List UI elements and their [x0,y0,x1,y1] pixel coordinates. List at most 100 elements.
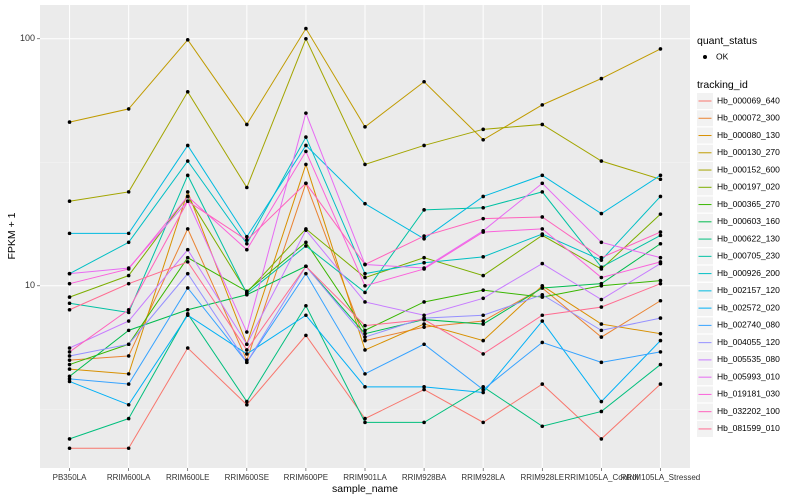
x-tick-label: PB350LA [53,473,87,482]
data-point [540,232,545,236]
data-point [363,372,367,376]
data-point [658,177,663,182]
data-point [363,323,367,328]
data-point [481,137,485,142]
data-point [126,310,131,315]
data-point [363,284,367,288]
data-point [185,227,190,231]
data-point [126,328,131,333]
data-point [67,367,72,371]
data-point [185,247,190,252]
data-point [540,286,545,290]
x-tick-label: RRIM928LA [461,473,505,482]
data-point [422,255,426,260]
data-point [422,234,426,238]
data-point [422,317,426,322]
data-point [304,162,308,167]
data-point [67,271,72,276]
data-point [658,281,663,286]
data-point [67,374,72,379]
data-point [422,208,426,212]
data-point [67,295,72,299]
data-point [363,300,367,304]
data-point [540,313,545,318]
data-point [126,319,131,323]
data-point [185,38,190,42]
data-point [126,267,131,271]
legend-label: Hb_032202_100 [717,406,780,416]
data-point [540,227,545,231]
data-point [658,194,663,199]
legend-label: Hb_000926_200 [717,268,780,278]
data-point [245,185,249,190]
data-point [422,143,426,148]
data-point [67,354,72,358]
data-point [304,313,308,318]
data-point [304,264,308,269]
data-point [481,127,485,132]
legend-label: Hb_000152_600 [717,164,780,174]
legend-key [703,55,707,59]
data-point [126,281,131,286]
data-point [481,322,485,326]
data-point [304,228,308,232]
data-point [599,360,604,365]
data-point [599,76,604,81]
data-point [481,338,485,343]
data-point [658,338,663,343]
data-point [658,233,663,238]
legend-label: Hb_000365_270 [717,199,780,209]
data-point [185,194,190,199]
data-point [67,231,72,236]
data-point [599,305,604,309]
data-point [422,79,426,84]
data-point [363,125,367,129]
data-point [185,90,190,94]
legend-label: Hb_000705_230 [717,251,780,261]
legend-label: Hb_081599_010 [717,423,780,433]
data-point [363,331,367,336]
legend-label: OK [716,51,729,61]
data-point [422,236,426,241]
data-point [599,159,604,163]
data-point [304,149,308,154]
data-point [304,303,308,308]
y-tick-label: 10 [25,280,35,290]
data-point [658,382,663,386]
data-point [126,273,131,278]
data-point [481,420,485,425]
data-point [540,424,545,429]
data-point [540,173,545,178]
data-point [245,241,249,246]
data-point [245,247,249,252]
legend-title: tracking_id [697,79,748,91]
data-point [67,120,72,124]
data-point [126,446,131,451]
legend-label: Hb_000069_640 [717,95,780,105]
data-point [599,328,604,333]
data-point [245,342,249,347]
data-point [540,319,545,323]
data-point [67,346,72,350]
data-point [126,231,131,236]
data-point [245,122,249,127]
data-point [363,271,367,276]
y-tick-label: 100 [20,33,35,43]
data-point [363,338,367,343]
legend-label: Hb_000072_300 [717,113,780,123]
data-point [126,416,131,421]
data-point [599,335,604,339]
data-point [422,385,426,389]
data-point [540,382,545,386]
data-point [304,36,308,41]
data-point [245,291,249,296]
data-point [126,342,131,347]
data-point [185,313,190,318]
data-point [422,325,426,329]
data-point [363,348,367,352]
data-point [481,255,485,259]
legend-label: Hb_005535_080 [717,354,780,364]
data-point [599,275,604,280]
data-point [67,281,72,286]
